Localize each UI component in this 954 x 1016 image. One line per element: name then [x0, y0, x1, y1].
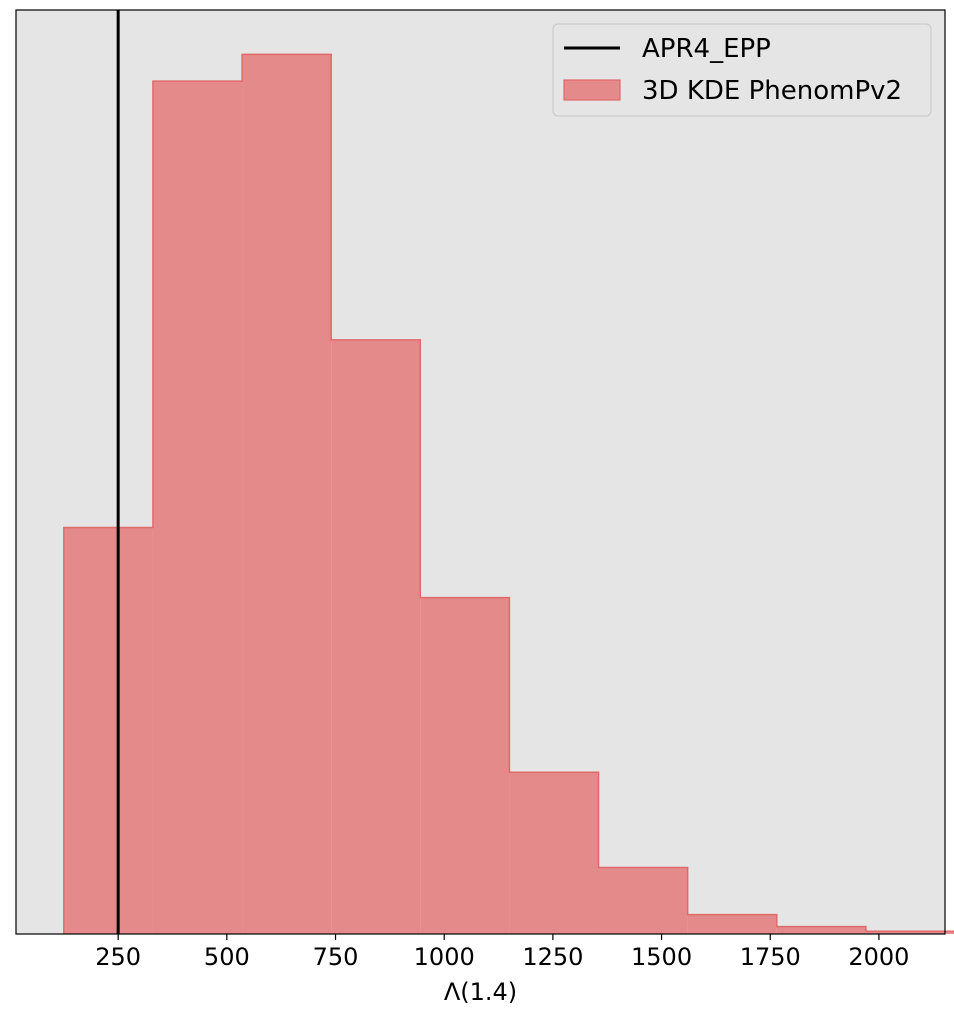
histogram-bar	[331, 339, 421, 934]
x-tick-label: 750	[313, 943, 359, 971]
x-tick-label: 1500	[631, 943, 692, 971]
x-tick-label: 2000	[848, 943, 909, 971]
histogram-bar	[687, 914, 777, 934]
legend-label-kde: 3D KDE PhenomPv2	[642, 76, 902, 106]
plot-frame	[15, 9, 946, 935]
x-tick-label: 1000	[414, 943, 475, 971]
histogram-bar	[242, 54, 332, 935]
histogram-bars	[63, 53, 954, 935]
histogram-bar	[776, 926, 866, 934]
x-tick-label: 1750	[740, 943, 801, 971]
histogram-bar	[598, 867, 688, 934]
x-axis-label: Λ(1.4)	[444, 978, 517, 1006]
histogram-bar	[509, 772, 599, 934]
x-tick-label: 250	[95, 943, 141, 971]
x-axis-ticks: 250 500 750 1000 1250 1500 1750 2000	[95, 934, 909, 971]
histogram-bar	[865, 931, 954, 934]
histogram-outline	[63, 53, 954, 934]
x-tick-label: 500	[204, 943, 250, 971]
histogram-bar	[420, 597, 510, 934]
histogram-bar	[152, 81, 243, 934]
legend-box	[552, 23, 932, 117]
x-tick-label: 1250	[522, 943, 583, 971]
legend-patch-swatch	[563, 79, 621, 101]
legend-label-apr4-epp: APR4_EPP	[642, 34, 771, 64]
legend: APR4_EPP 3D KDE PhenomPv2	[552, 23, 932, 117]
histogram-bar	[63, 527, 153, 934]
